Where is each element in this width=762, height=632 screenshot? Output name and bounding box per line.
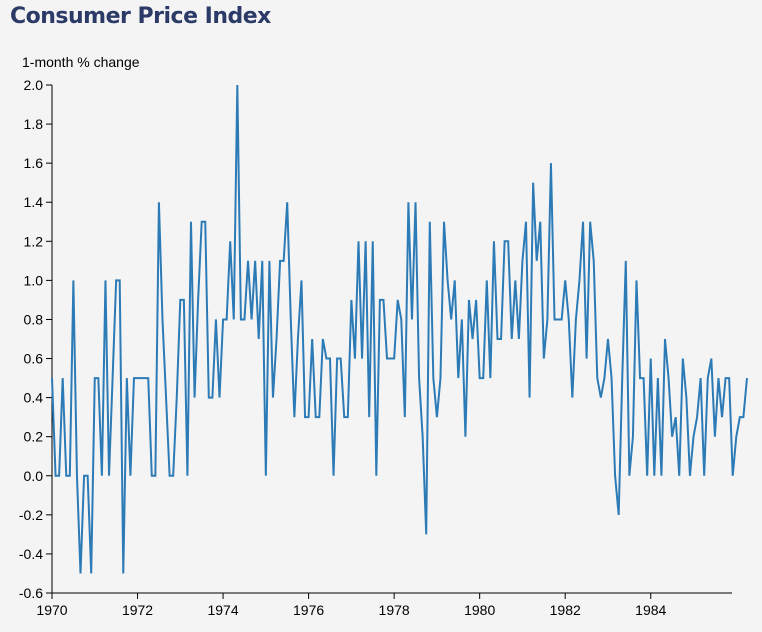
series-line [51, 84, 748, 574]
chart-title: Consumer Price Index [10, 4, 271, 29]
y-tick-label: 1.8 [24, 116, 44, 132]
x-tick-label: 1972 [122, 602, 153, 618]
y-tick-label: -0.4 [19, 546, 43, 562]
x-tick-label: 1984 [635, 602, 666, 618]
y-tick-label: 0.4 [24, 390, 44, 406]
y-tick-label: 1.2 [24, 233, 44, 249]
y-tick-label: 2.0 [24, 77, 44, 93]
x-tick-label: 1978 [379, 602, 410, 618]
x-tick-label: 1980 [464, 602, 495, 618]
y-tick-label: 0.6 [24, 351, 44, 367]
x-tick-label: 1976 [293, 602, 324, 618]
y-tick-label: -0.2 [19, 507, 43, 523]
y-tick-label: 1.4 [24, 194, 44, 210]
x-tick-label: 1970 [36, 602, 67, 618]
y-axis-label: 1-month % change [22, 54, 140, 70]
y-tick-label: 0.0 [24, 468, 44, 484]
y-tick-label: 1.0 [24, 272, 44, 288]
y-tick-label: -0.6 [19, 585, 43, 601]
x-tick-label: 1974 [207, 602, 238, 618]
y-tick-label: 0.2 [24, 429, 44, 445]
x-tick-label: 1982 [550, 602, 581, 618]
y-tick-label: 0.8 [24, 311, 44, 327]
y-axis: -0.6 -0.4 -0.2 0.0 0.2 0.4 0.6 0.8 1.0 1.2 1.4 1.6 1… [19, 77, 53, 601]
x-axis: 1970 1972 1974 1976 1978 1980 1982 1984 [36, 592, 732, 618]
y-tick-label: 1.6 [24, 155, 44, 171]
